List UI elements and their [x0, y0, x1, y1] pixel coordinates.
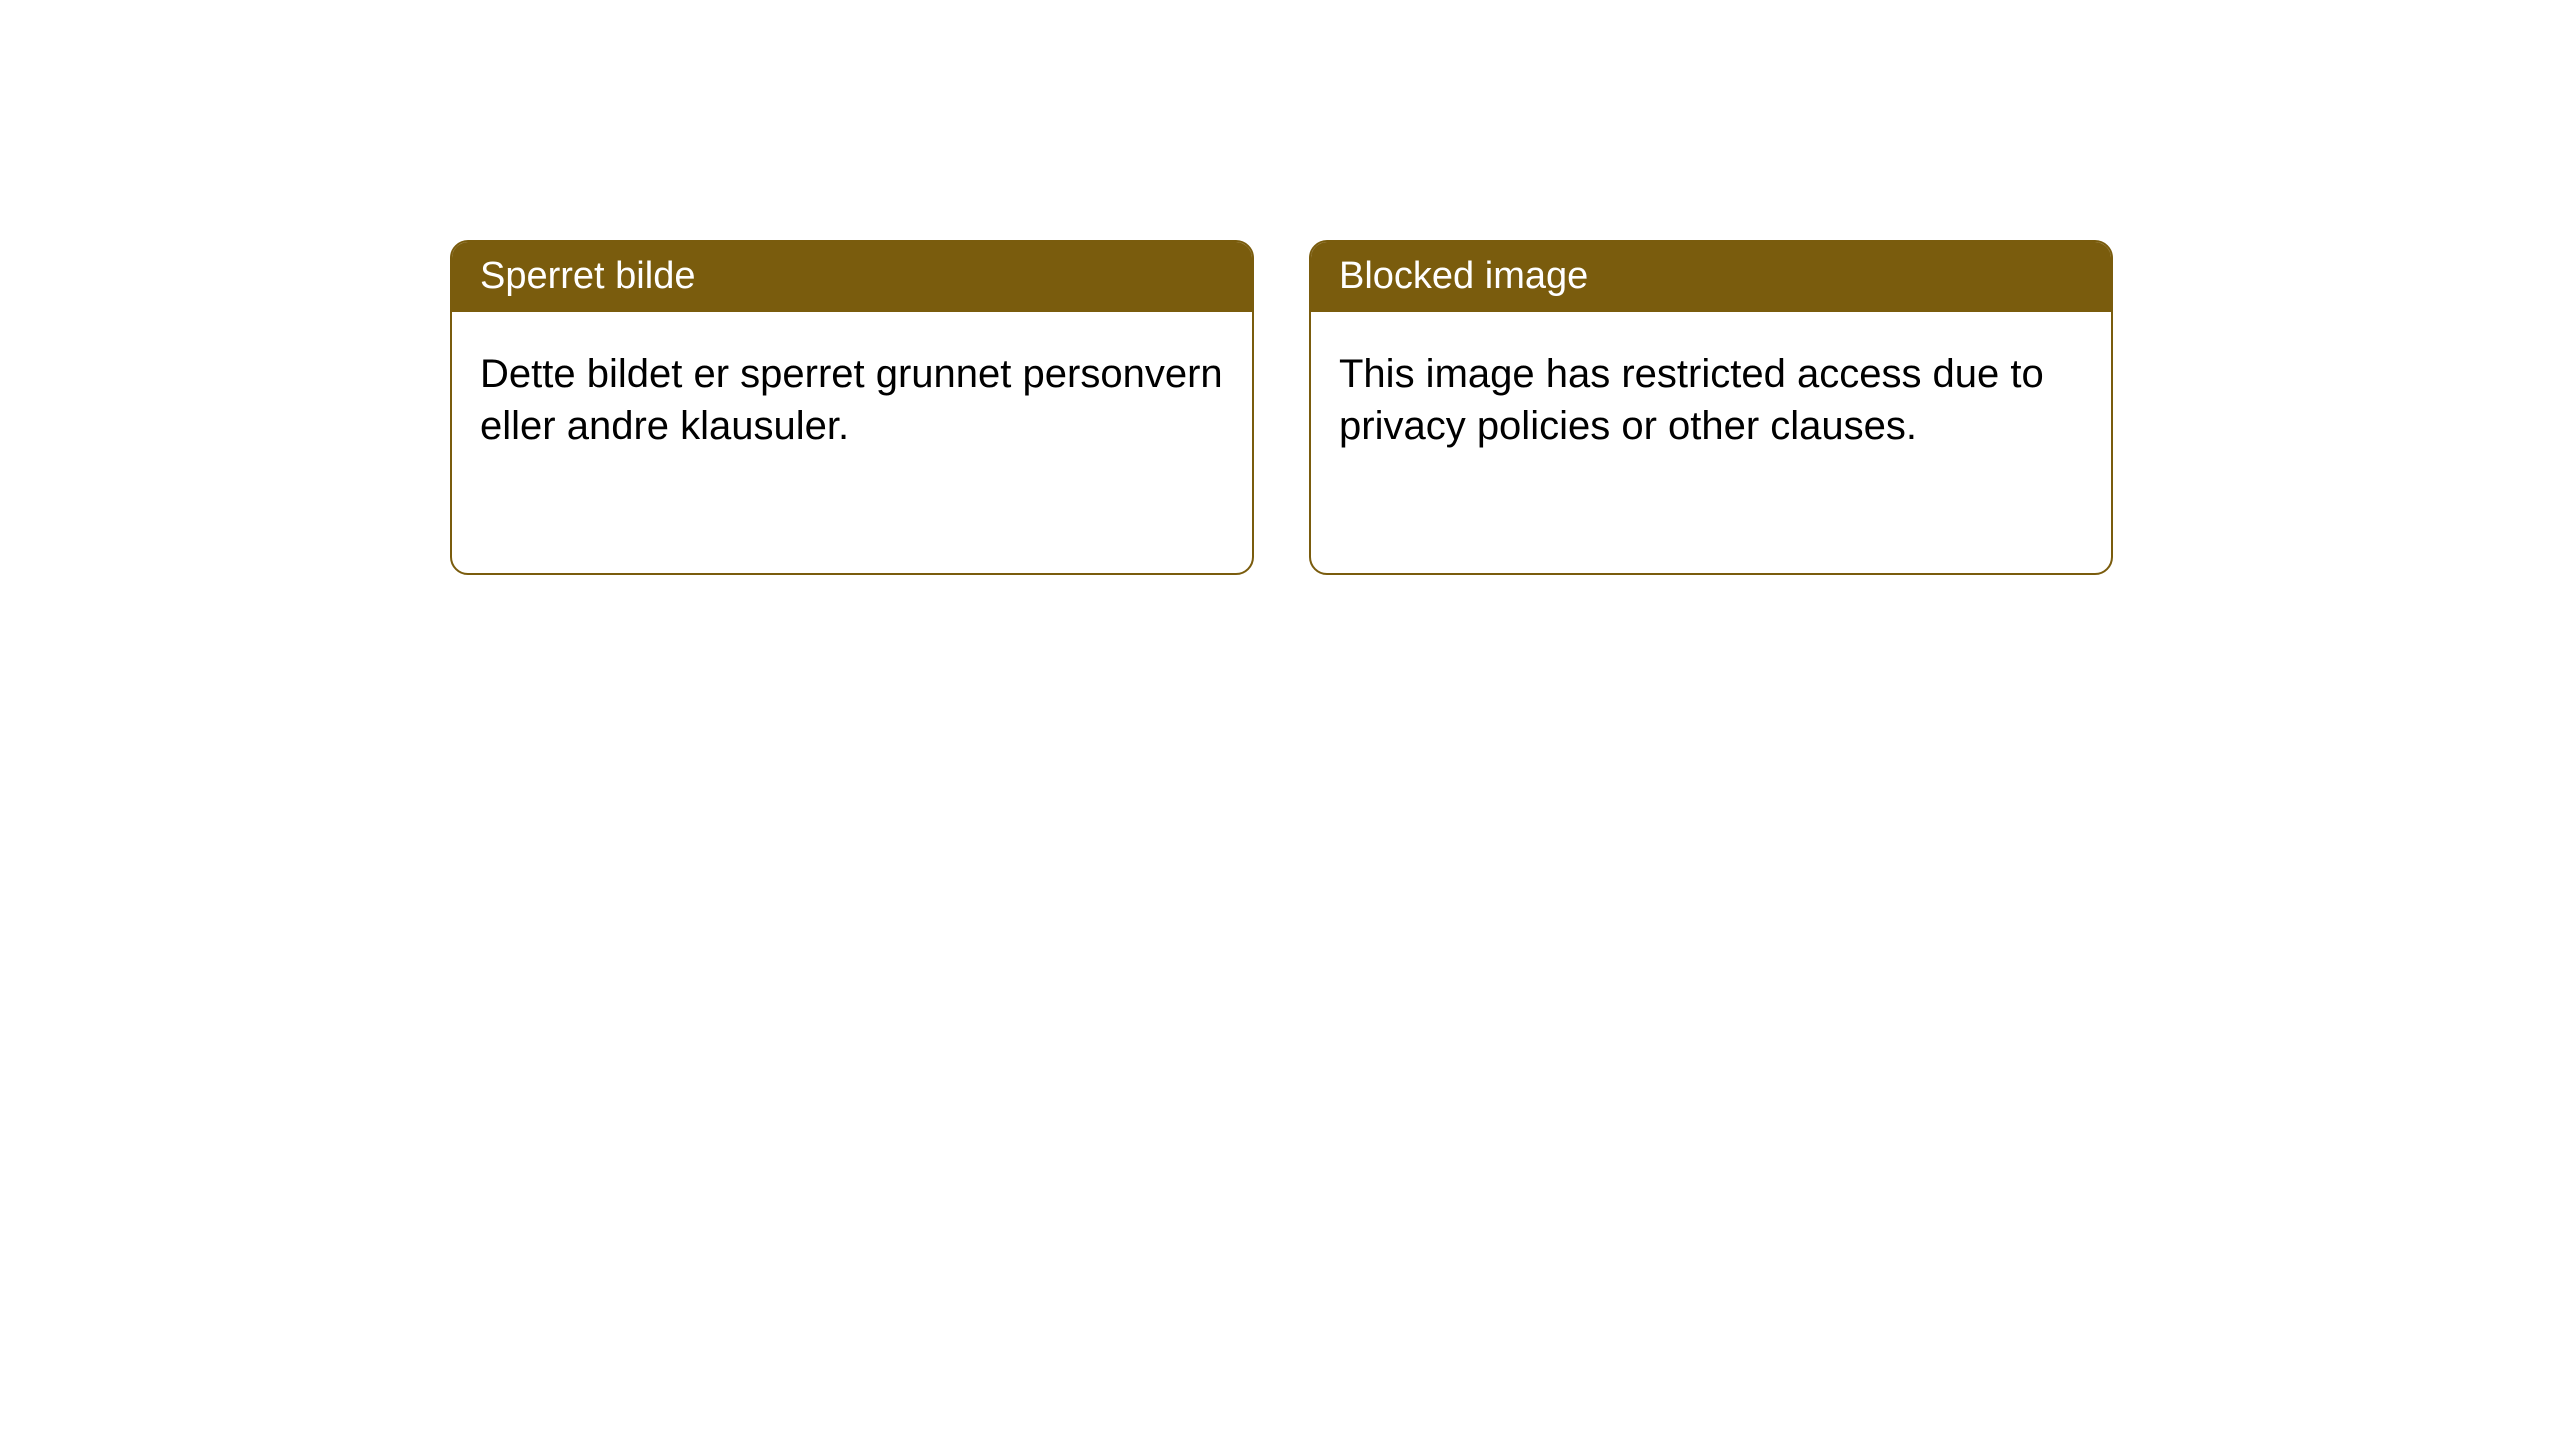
card-body-text: This image has restricted access due to …	[1339, 352, 2044, 448]
notice-card-norwegian: Sperret bilde Dette bildet er sperret gr…	[450, 240, 1254, 575]
card-title: Sperret bilde	[480, 255, 695, 297]
card-body: This image has restricted access due to …	[1311, 312, 2111, 488]
notice-cards-container: Sperret bilde Dette bildet er sperret gr…	[450, 240, 2113, 575]
card-body-text: Dette bildet er sperret grunnet personve…	[480, 352, 1223, 448]
notice-card-english: Blocked image This image has restricted …	[1309, 240, 2113, 575]
card-header: Blocked image	[1311, 242, 2111, 312]
card-title: Blocked image	[1339, 255, 1588, 297]
card-header: Sperret bilde	[452, 242, 1252, 312]
card-body: Dette bildet er sperret grunnet personve…	[452, 312, 1252, 488]
